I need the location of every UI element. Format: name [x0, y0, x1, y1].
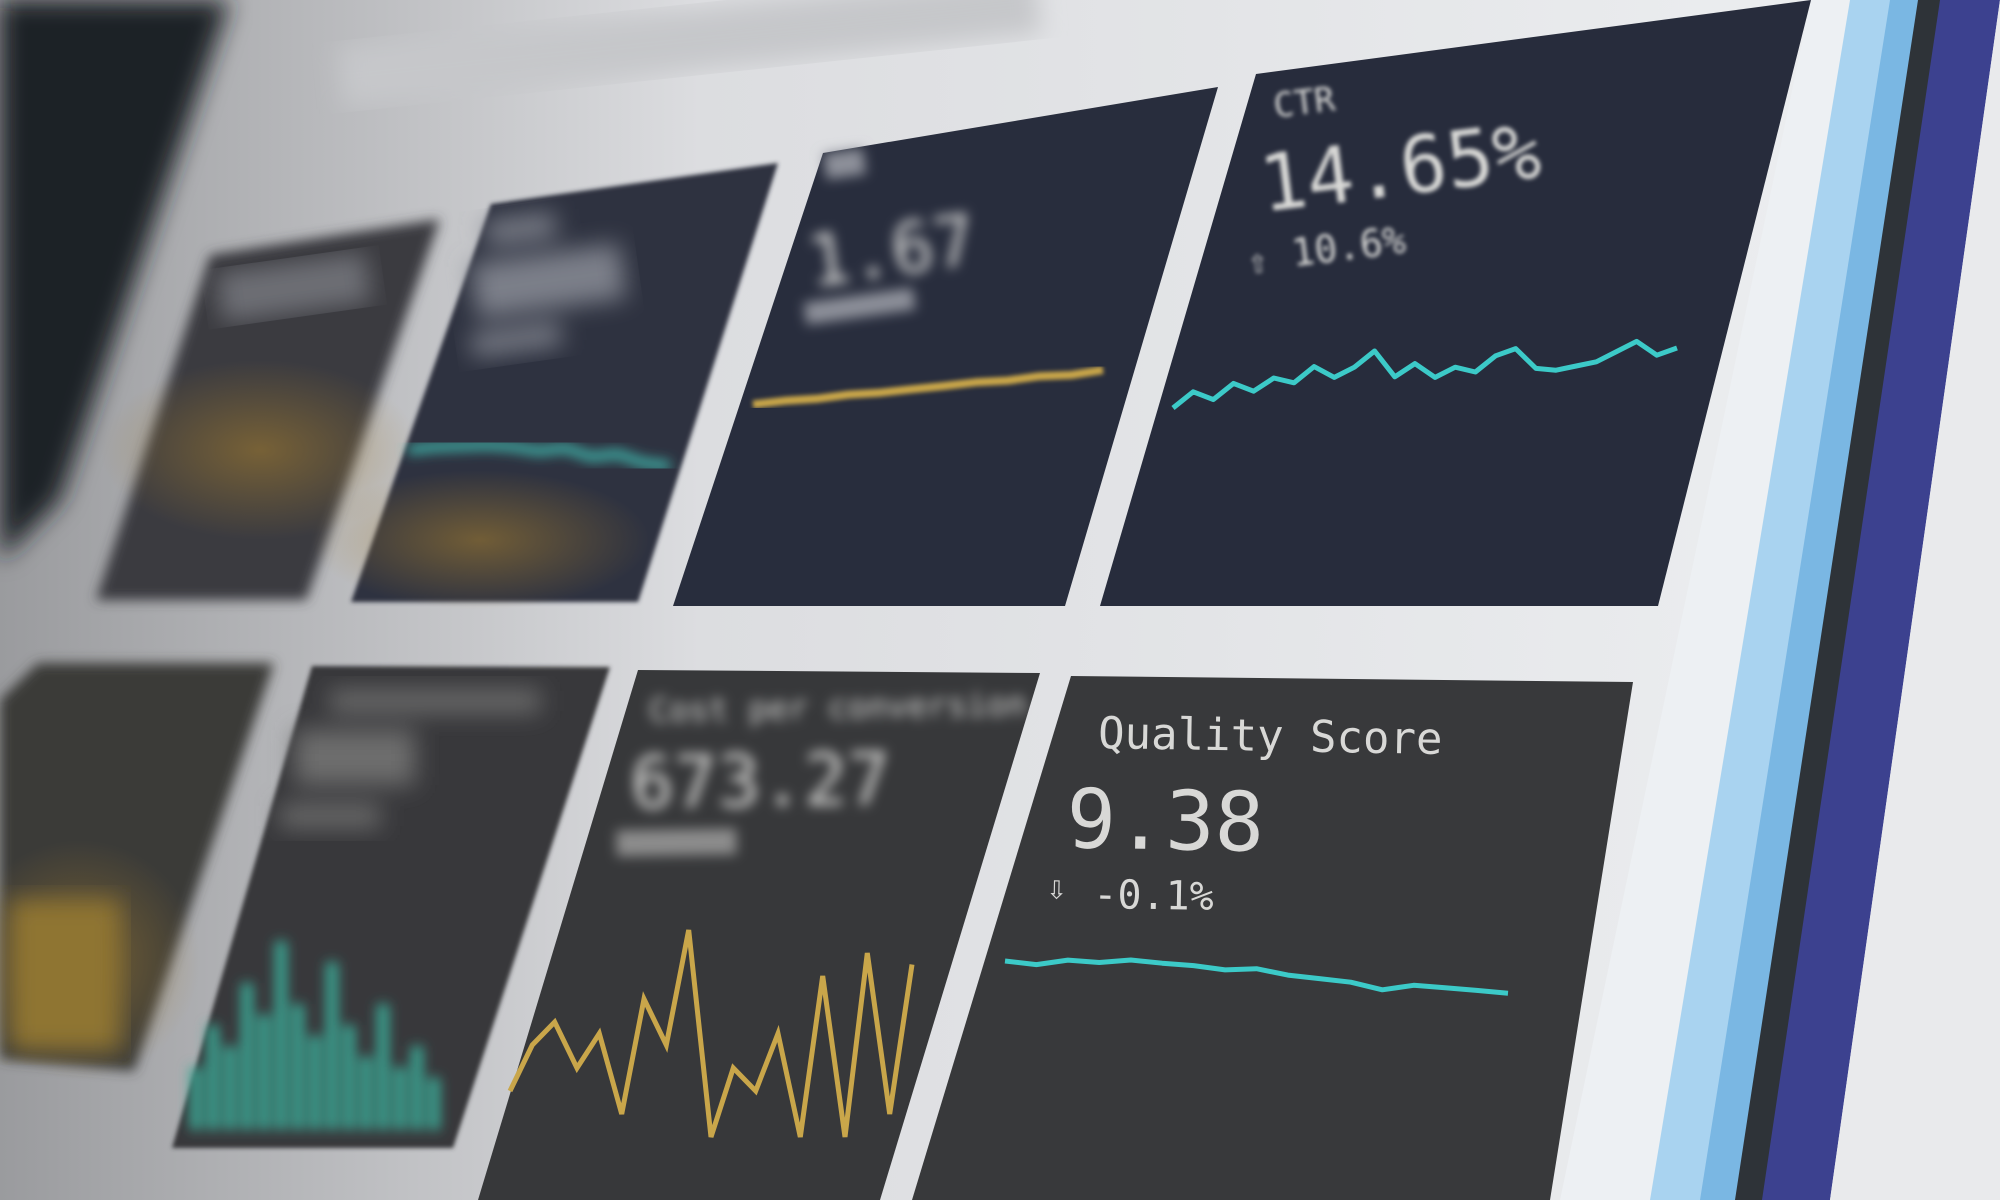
card-cpc [673, 87, 1218, 606]
quality-score-label: Quality Score [1098, 708, 1443, 765]
bar [377, 1004, 389, 1130]
card-ctr [1100, 0, 1811, 606]
bar [411, 1046, 423, 1130]
cost-per-conversion-change-blur [616, 828, 737, 857]
stripe-dark [1735, 0, 1945, 1200]
bar [190, 1067, 202, 1130]
bar [241, 983, 253, 1130]
bottom1-chart-blur [10, 900, 120, 1050]
metric2-change-blur [470, 322, 563, 357]
quality-score-value: 9.38 [1066, 772, 1265, 870]
ctr-label: CTR [1271, 79, 1337, 126]
cpc-change-blur [803, 287, 916, 325]
header-strip-blur [338, 0, 1042, 107]
arrow-up-icon: ⇧ [1245, 241, 1270, 283]
metric2-label-blur [484, 212, 558, 246]
bar [258, 1014, 270, 1130]
bar [428, 1077, 440, 1130]
quality-score-change: -0.1% [1093, 872, 1214, 920]
stripe-blue [1700, 0, 1925, 1200]
metric2-value-blur [470, 243, 627, 319]
bars-card-label-blur [330, 690, 540, 712]
dark-surround [0, 0, 230, 560]
bar [292, 1004, 304, 1130]
cost-per-conversion-label: Cost per conversion [649, 684, 1027, 730]
metric1-value-blur [216, 252, 372, 323]
light-reflection [100, 360, 420, 540]
stripe-light-blue [1650, 0, 1900, 1200]
bar [224, 1046, 236, 1130]
cost-per-conversion-value: 673.27 [630, 737, 892, 826]
outer-bezel [1830, 0, 2000, 1200]
cpc-label-blur [823, 148, 867, 180]
card-cost-per-conversion [478, 670, 1040, 1200]
quality-score-sparkline [1004, 957, 1509, 996]
bar [326, 962, 338, 1130]
bar [343, 1025, 355, 1130]
metric2-sparkline [407, 440, 671, 471]
stripe-white [1560, 0, 1870, 1200]
bar [360, 1056, 372, 1130]
bars-card-value-blur [295, 730, 415, 785]
ctr-sparkline [1171, 338, 1678, 410]
bars-card-change-blur [280, 805, 380, 827]
arrow-down-icon: ⇩ [1046, 868, 1067, 908]
bar [309, 1035, 321, 1130]
bar [394, 1067, 406, 1130]
bars-chart [190, 941, 440, 1130]
bar [275, 941, 287, 1130]
stripe-indigo [1762, 0, 2000, 1200]
light-reflection [310, 470, 650, 610]
cost-per-conversion-sparkline [507, 929, 915, 1138]
bar [207, 1025, 219, 1130]
card-quality-score [912, 676, 1633, 1200]
cpc-sparkline [752, 366, 1104, 409]
